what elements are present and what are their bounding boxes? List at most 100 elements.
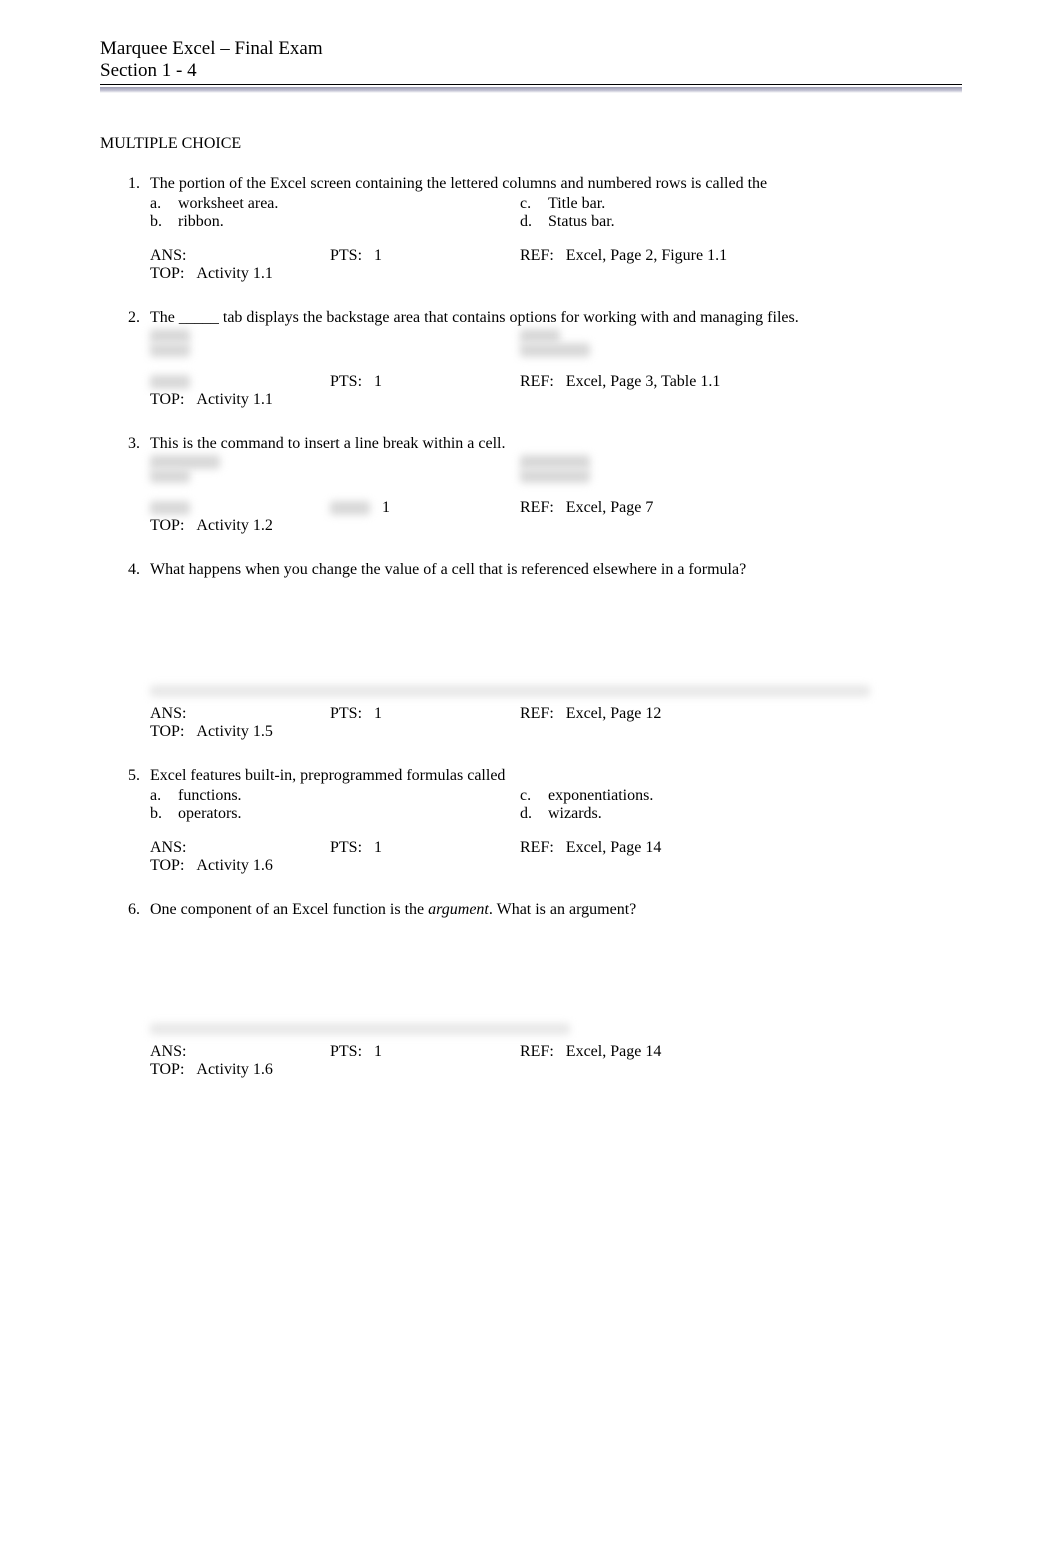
- top-label: TOP:: [150, 1061, 184, 1078]
- pts-value: 1: [374, 705, 382, 722]
- choice-text: Title bar.: [548, 195, 962, 213]
- choice-letter: c.: [520, 195, 548, 213]
- blurred-ans: xxx: [150, 501, 190, 515]
- pts-value: 1: [382, 499, 390, 516]
- question-text: The portion of the Excel screen containi…: [150, 175, 962, 193]
- choice-letter: a.: [150, 195, 178, 213]
- pts-value: 1: [374, 247, 382, 264]
- top-value: Activity 1.1: [196, 391, 272, 408]
- choice-letter: a.: [150, 787, 178, 805]
- top-row: TOP: Activity 1.1: [150, 265, 962, 283]
- blurred-pts-label: xxx: [330, 501, 370, 515]
- blurred-line: [150, 685, 870, 697]
- top-row: TOP: Activity 1.5: [150, 723, 962, 741]
- q6-text-part2: . What is an argument?: [489, 901, 636, 918]
- answer-row: ANS: PTS: 1 REF: Excel, Page 14: [150, 1043, 962, 1061]
- top-row: TOP: Activity 1.6: [150, 857, 962, 875]
- ref-label: REF:: [520, 373, 554, 390]
- question-4: 4. What happens when you change the valu…: [100, 561, 962, 741]
- choice-letter: b.: [150, 805, 178, 823]
- top-value: Activity 1.6: [196, 1061, 272, 1078]
- ref-value: Excel, Page 14: [566, 839, 662, 856]
- blurred-ans: xxx: [150, 375, 190, 389]
- choice-text: ribbon.: [178, 213, 520, 231]
- choice-letter: d.: [520, 213, 548, 231]
- choices-row-blurred: xxxx xxx xxxx xxxx: [150, 455, 962, 483]
- ref-label: REF:: [520, 705, 554, 722]
- ref-label: REF:: [520, 1043, 554, 1060]
- question-1: 1. The portion of the Excel screen conta…: [100, 175, 962, 283]
- answer-row: xxx PTS: 1 REF: Excel, Page 3, Table 1.1: [150, 373, 962, 391]
- question-6: 6. One component of an Excel function is…: [100, 901, 962, 1079]
- blank-gap: [150, 921, 962, 1023]
- top-label: TOP:: [150, 265, 184, 282]
- top-value: Activity 1.2: [196, 517, 272, 534]
- choice-text: functions.: [178, 787, 520, 805]
- blurred-choice: xxx: [150, 343, 190, 357]
- question-text: The _____ tab displays the backstage are…: [150, 309, 962, 327]
- ref-value: Excel, Page 7: [566, 499, 654, 516]
- top-row: TOP: Activity 1.2: [150, 517, 962, 535]
- question-number: 5.: [100, 767, 150, 785]
- pts-label: PTS:: [330, 839, 362, 856]
- answer-row: ANS: PTS: 1 REF: Excel, Page 14: [150, 839, 962, 857]
- ref-value: Excel, Page 12: [566, 705, 662, 722]
- question-text: Excel features built-in, preprogrammed f…: [150, 767, 962, 785]
- blurred-choice: xxxx: [520, 455, 590, 469]
- choice-text: exponentiations.: [548, 787, 962, 805]
- question-5: 5. Excel features built-in, preprogramme…: [100, 767, 962, 875]
- ref-value: Excel, Page 2, Figure 1.1: [566, 247, 727, 264]
- question-number: 4.: [100, 561, 150, 579]
- pts-label: PTS:: [330, 247, 362, 264]
- answer-row: ANS: PTS: 1 REF: Excel, Page 2, Figure 1…: [150, 247, 962, 265]
- ref-value: Excel, Page 14: [566, 1043, 662, 1060]
- choice-text: wizards.: [548, 805, 962, 823]
- ref-label: REF:: [520, 499, 554, 516]
- pts-label: PTS:: [330, 1043, 362, 1060]
- header-rule: [100, 84, 962, 85]
- top-value: Activity 1.5: [196, 723, 272, 740]
- question-number: 2.: [100, 309, 150, 327]
- pts-label: PTS:: [330, 373, 362, 390]
- choices-row: a. worksheet area. b. ribbon. c. Title b…: [150, 195, 962, 231]
- question-number: 6.: [100, 901, 150, 919]
- choice-text: operators.: [178, 805, 520, 823]
- q6-text-part1: One component of an Excel function is th…: [150, 901, 428, 918]
- choice-letter: b.: [150, 213, 178, 231]
- blurred-choice: xxxxx: [520, 343, 590, 357]
- pts-value: 1: [374, 373, 382, 390]
- pts-value: 1: [374, 839, 382, 856]
- choices-row-blurred: xx xxx xx xxxxx: [150, 329, 962, 357]
- header-section: Section 1 - 4: [100, 60, 962, 82]
- header-shadow: [100, 87, 962, 93]
- q6-text-italic: argument: [428, 901, 489, 918]
- question-text: This is the command to insert a line bre…: [150, 435, 962, 453]
- blurred-choice: xxxx: [520, 469, 590, 483]
- section-heading: MULTIPLE CHOICE: [100, 135, 962, 153]
- ans-label: ANS:: [150, 839, 186, 856]
- blurred-choice: xx: [150, 329, 190, 343]
- question-2: 2. The _____ tab displays the backstage …: [100, 309, 962, 409]
- blurred-choice: xxxx: [150, 455, 220, 469]
- ref-value: Excel, Page 3, Table 1.1: [566, 373, 721, 390]
- choice-text: worksheet area.: [178, 195, 520, 213]
- top-value: Activity 1.1: [196, 265, 272, 282]
- top-row: TOP: Activity 1.1: [150, 391, 962, 409]
- ans-label: ANS:: [150, 247, 186, 264]
- top-row: TOP: Activity 1.6: [150, 1061, 962, 1079]
- ref-label: REF:: [520, 839, 554, 856]
- question-number: 3.: [100, 435, 150, 453]
- blurred-line: [150, 1023, 570, 1035]
- top-value: Activity 1.6: [196, 857, 272, 874]
- question-text: What happens when you change the value o…: [150, 561, 962, 579]
- ref-label: REF:: [520, 247, 554, 264]
- top-label: TOP:: [150, 857, 184, 874]
- blank-gap: [150, 581, 962, 685]
- ans-label: ANS:: [150, 1043, 186, 1060]
- question-3: 3. This is the command to insert a line …: [100, 435, 962, 535]
- answer-row: ANS: PTS: 1 REF: Excel, Page 12: [150, 705, 962, 723]
- choice-letter: c.: [520, 787, 548, 805]
- top-label: TOP:: [150, 391, 184, 408]
- top-label: TOP:: [150, 517, 184, 534]
- top-label: TOP:: [150, 723, 184, 740]
